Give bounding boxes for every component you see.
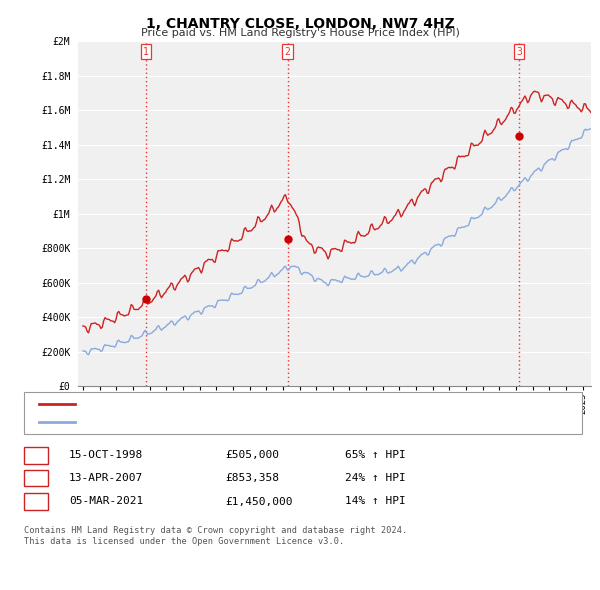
Text: £505,000: £505,000	[225, 451, 279, 460]
Text: 1: 1	[32, 451, 39, 460]
Text: HPI: Average price, detached house, Barnet: HPI: Average price, detached house, Barn…	[81, 417, 343, 427]
Text: 2: 2	[32, 473, 39, 483]
Text: 2: 2	[284, 47, 290, 57]
Text: Price paid vs. HM Land Registry's House Price Index (HPI): Price paid vs. HM Land Registry's House …	[140, 28, 460, 38]
Text: 05-MAR-2021: 05-MAR-2021	[69, 497, 143, 506]
Text: 24% ↑ HPI: 24% ↑ HPI	[345, 473, 406, 483]
Text: 1, CHANTRY CLOSE, LONDON, NW7 4HZ (detached house): 1, CHANTRY CLOSE, LONDON, NW7 4HZ (detac…	[81, 399, 394, 409]
Text: £853,358: £853,358	[225, 473, 279, 483]
Text: 1: 1	[143, 47, 149, 57]
Text: 3: 3	[32, 497, 39, 506]
Text: 3: 3	[516, 47, 522, 57]
Text: 65% ↑ HPI: 65% ↑ HPI	[345, 451, 406, 460]
Text: 13-APR-2007: 13-APR-2007	[69, 473, 143, 483]
Text: 1, CHANTRY CLOSE, LONDON, NW7 4HZ: 1, CHANTRY CLOSE, LONDON, NW7 4HZ	[146, 17, 454, 31]
Text: 15-OCT-1998: 15-OCT-1998	[69, 451, 143, 460]
Text: £1,450,000: £1,450,000	[225, 497, 293, 506]
Text: Contains HM Land Registry data © Crown copyright and database right 2024.
This d: Contains HM Land Registry data © Crown c…	[24, 526, 407, 546]
Text: 14% ↑ HPI: 14% ↑ HPI	[345, 497, 406, 506]
